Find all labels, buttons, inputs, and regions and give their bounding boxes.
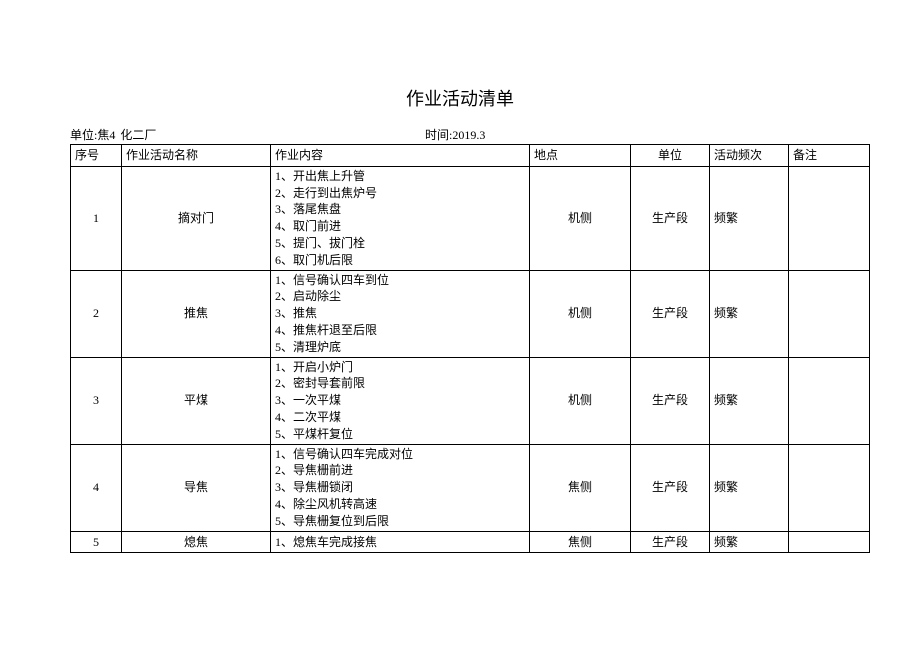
- meta-unit-label: 单位:焦4: [70, 128, 115, 142]
- page-title: 作业活动清单: [70, 85, 850, 111]
- cell-seq: 2: [71, 270, 122, 357]
- table-row: 2推焦1、信号确认四车到位2、启动除尘3、推焦4、推焦杆退至后限5、清理炉底机侧…: [71, 270, 870, 357]
- cell-unit: 生产段: [631, 270, 710, 357]
- cell-unit: 生产段: [631, 444, 710, 531]
- cell-seq: 4: [71, 444, 122, 531]
- cell-name: 推焦: [122, 270, 271, 357]
- col-name: 作业活动名称: [122, 145, 271, 167]
- cell-seq: 1: [71, 166, 122, 270]
- cell-content: 1、信号确认四车到位2、启动除尘3、推焦4、推焦杆退至后限5、清理炉底: [271, 270, 530, 357]
- table-row: 4导焦1、信号确认四车完成对位2、导焦栅前进3、导焦栅锁闭4、除尘风机转高速5、…: [71, 444, 870, 531]
- cell-content: 1、开启小炉门2、密封导套前限3、一次平煤4、二次平煤5、平煤杆复位: [271, 357, 530, 444]
- meta-time: 时间:2019.3: [425, 126, 485, 143]
- cell-content: 1、熄焦车完成接焦: [271, 531, 530, 553]
- table-row: 5熄焦1、熄焦车完成接焦焦侧生产段频繁: [71, 531, 870, 553]
- table-row: 1摘对门1、开出焦上升管2、走行到出焦炉号3、落尾焦盘4、取门前进5、提门、拔门…: [71, 166, 870, 270]
- cell-loc: 机侧: [530, 270, 631, 357]
- cell-loc: 焦侧: [530, 531, 631, 553]
- cell-freq: 频繁: [710, 270, 789, 357]
- col-unit: 单位: [631, 145, 710, 167]
- cell-seq: 3: [71, 357, 122, 444]
- cell-unit: 生产段: [631, 166, 710, 270]
- meta-time-label: 时间:: [425, 128, 452, 142]
- cell-note: [789, 444, 870, 531]
- cell-unit: 生产段: [631, 357, 710, 444]
- meta-time-value: 2019.3: [452, 128, 485, 142]
- cell-unit: 生产段: [631, 531, 710, 553]
- cell-name: 导焦: [122, 444, 271, 531]
- cell-freq: 频繁: [710, 166, 789, 270]
- cell-freq: 频繁: [710, 531, 789, 553]
- cell-note: [789, 357, 870, 444]
- meta-unit-value: 化二厂: [120, 128, 156, 142]
- cell-loc: 机侧: [530, 357, 631, 444]
- cell-freq: 频繁: [710, 444, 789, 531]
- table-header-row: 序号 作业活动名称 作业内容 地点 单位 活动频次 备注: [71, 145, 870, 167]
- meta-unit: 单位:焦4 化二厂: [70, 126, 156, 143]
- table-body: 1摘对门1、开出焦上升管2、走行到出焦炉号3、落尾焦盘4、取门前进5、提门、拔门…: [71, 166, 870, 553]
- cell-freq: 频繁: [710, 357, 789, 444]
- col-content: 作业内容: [271, 145, 530, 167]
- activity-table: 序号 作业活动名称 作业内容 地点 单位 活动频次 备注 1摘对门1、开出焦上升…: [70, 144, 870, 553]
- col-freq: 活动频次: [710, 145, 789, 167]
- cell-name: 熄焦: [122, 531, 271, 553]
- cell-loc: 机侧: [530, 166, 631, 270]
- cell-note: [789, 270, 870, 357]
- cell-seq: 5: [71, 531, 122, 553]
- cell-content: 1、开出焦上升管2、走行到出焦炉号3、落尾焦盘4、取门前进5、提门、拔门栓6、取…: [271, 166, 530, 270]
- cell-content: 1、信号确认四车完成对位2、导焦栅前进3、导焦栅锁闭4、除尘风机转高速5、导焦栅…: [271, 444, 530, 531]
- cell-name: 摘对门: [122, 166, 271, 270]
- cell-loc: 焦侧: [530, 444, 631, 531]
- table-row: 3平煤1、开启小炉门2、密封导套前限3、一次平煤4、二次平煤5、平煤杆复位机侧生…: [71, 357, 870, 444]
- col-note: 备注: [789, 145, 870, 167]
- col-seq: 序号: [71, 145, 122, 167]
- cell-name: 平煤: [122, 357, 271, 444]
- col-loc: 地点: [530, 145, 631, 167]
- cell-note: [789, 166, 870, 270]
- cell-note: [789, 531, 870, 553]
